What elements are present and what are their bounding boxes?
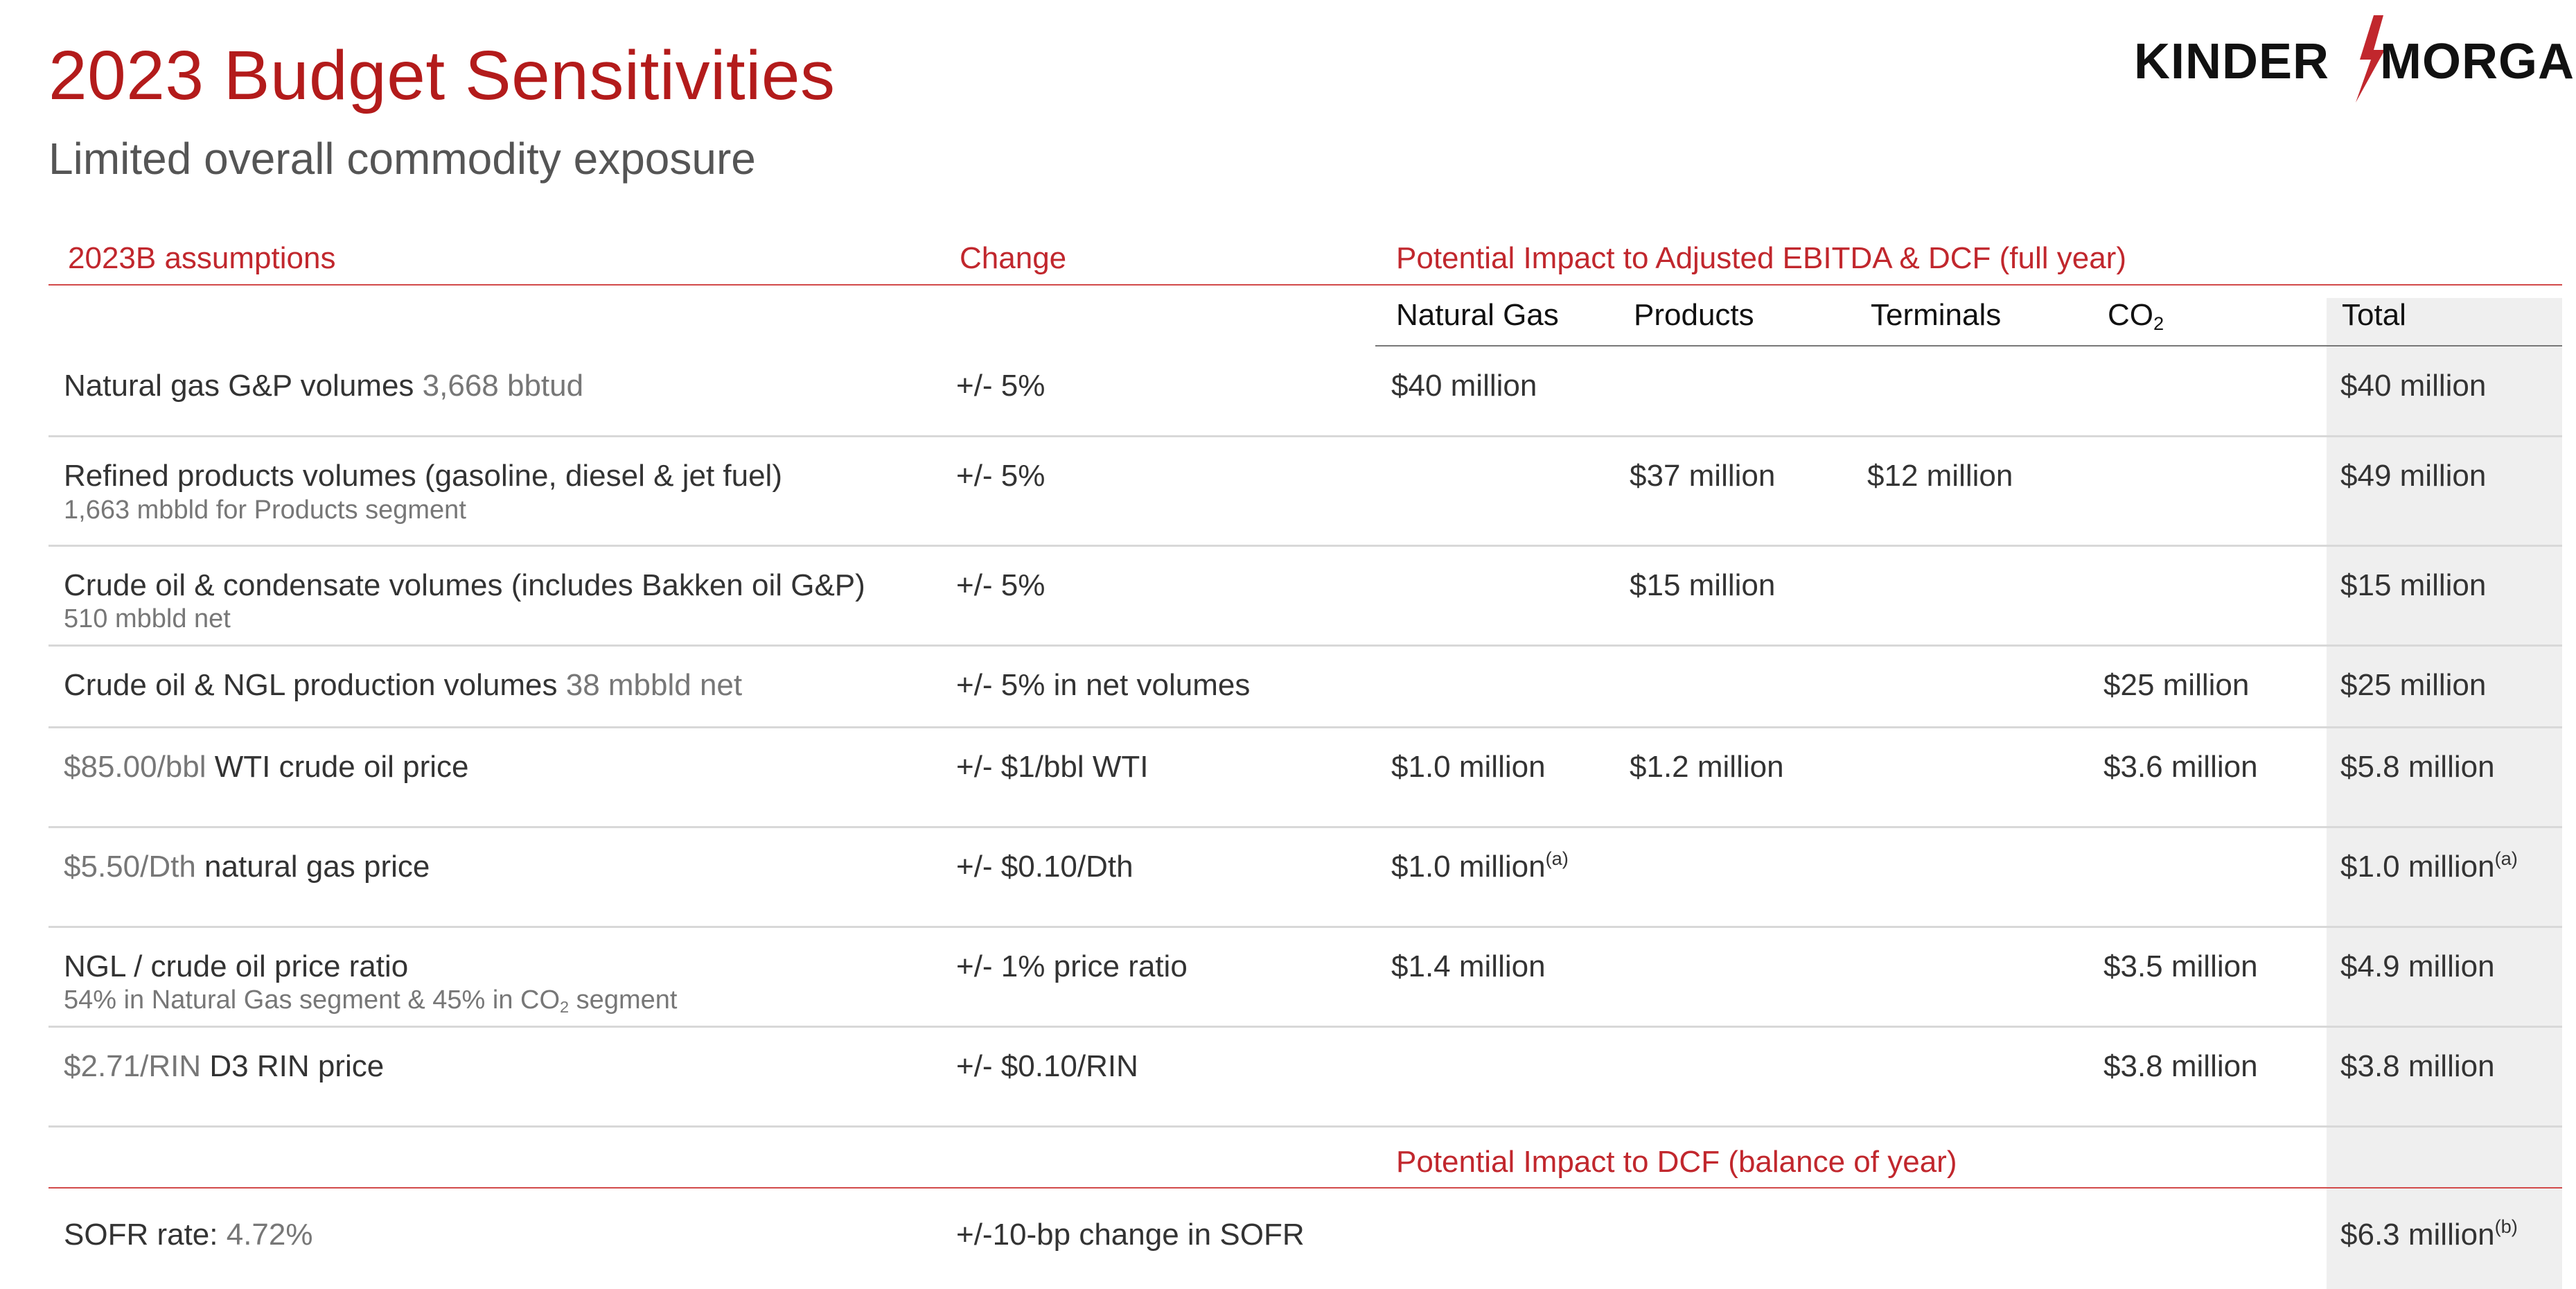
row-1-assumption: Natural gas G&P volumes 3,668 bbtud bbox=[64, 369, 584, 403]
row-3-change: +/- 5% bbox=[956, 568, 1046, 602]
row-4-total: $25 million bbox=[2340, 668, 2487, 702]
row-3-sublabel: 510 mbbld net bbox=[64, 604, 231, 633]
subheader-co2: CO2 bbox=[2108, 298, 2164, 334]
header-assumptions: 2023B assumptions bbox=[68, 241, 336, 275]
subheader-total: Total bbox=[2342, 298, 2406, 332]
row-2-change: +/- 5% bbox=[956, 459, 1046, 493]
subheader-natural-gas: Natural Gas bbox=[1396, 298, 1559, 332]
row-7-total: $4.9 million bbox=[2340, 949, 2495, 983]
subheader-products: Products bbox=[1634, 298, 1754, 332]
page-subtitle: Limited overall commodity exposure bbox=[48, 134, 756, 184]
total-column-background bbox=[2327, 298, 2562, 1289]
page-title: 2023 Budget Sensitivities bbox=[48, 37, 836, 114]
row-divider bbox=[48, 726, 2562, 728]
row-1-change: +/- 5% bbox=[956, 369, 1046, 403]
logo-text-right: MORGAN bbox=[2380, 34, 2576, 89]
row-4-assumption: Crude oil & NGL production volumes 38 mb… bbox=[64, 668, 743, 702]
row-5-change: +/- $1/bbl WTI bbox=[956, 750, 1149, 784]
row-divider bbox=[48, 826, 2562, 828]
dcf-header-rule bbox=[48, 1187, 2562, 1189]
row-3-total: $15 million bbox=[2340, 568, 2487, 602]
row-6-natural-gas: $1.0 million(a) bbox=[1391, 848, 1569, 884]
sofr-change: +/-10-bp change in SOFR bbox=[956, 1218, 1305, 1252]
row-8-change: +/- $0.10/RIN bbox=[956, 1049, 1138, 1083]
row-5-co2: $3.6 million bbox=[2103, 750, 2258, 784]
header-dcf-impact: Potential Impact to DCF (balance of year… bbox=[1396, 1145, 1957, 1179]
kinder-morgan-logo: KINDER MORGAN bbox=[2134, 14, 2576, 104]
row-6-assumption: $5.50/Dth natural gas price bbox=[64, 850, 430, 884]
row-divider bbox=[48, 1125, 2562, 1128]
row-7-natural-gas: $1.4 million bbox=[1391, 949, 1546, 983]
row-8-total: $3.8 million bbox=[2340, 1049, 2495, 1083]
row-7-change: +/- 1% price ratio bbox=[956, 949, 1188, 983]
row-3-assumption: Crude oil & condensate volumes (includes… bbox=[64, 568, 865, 602]
row-4-change: +/- 5% in net volumes bbox=[956, 668, 1251, 702]
row-7-assumption: NGL / crude oil price ratio bbox=[64, 949, 409, 983]
row-8-co2: $3.8 million bbox=[2103, 1049, 2258, 1083]
row-5-natural-gas: $1.0 million bbox=[1391, 750, 1546, 784]
row-6-change: +/- $0.10/Dth bbox=[956, 850, 1133, 884]
row-6-total: $1.0 million(a) bbox=[2340, 848, 2518, 884]
lightning-bolt-icon bbox=[2356, 15, 2385, 103]
row-2-products: $37 million bbox=[1630, 459, 1776, 493]
row-divider bbox=[48, 545, 2562, 547]
row-5-total: $5.8 million bbox=[2340, 750, 2495, 784]
subheader-rule bbox=[1375, 345, 2562, 347]
row-8-assumption: $2.71/RIN D3 RIN price bbox=[64, 1049, 385, 1083]
row-7-sublabel: 54% in Natural Gas segment & 45% in CO2 … bbox=[64, 985, 678, 1016]
row-7-co2: $3.5 million bbox=[2103, 949, 2258, 983]
row-2-terminals: $12 million bbox=[1867, 459, 2013, 493]
header-change: Change bbox=[960, 241, 1067, 275]
row-5-assumption: $85.00/bbl WTI crude oil price bbox=[64, 750, 469, 784]
row-2-total: $49 million bbox=[2340, 459, 2487, 493]
logo-text-left: KINDER bbox=[2134, 34, 2330, 89]
row-divider bbox=[48, 644, 2562, 647]
sofr-assumption: SOFR rate: 4.72% bbox=[64, 1218, 313, 1252]
header-rule bbox=[48, 284, 2562, 286]
row-1-natural-gas: $40 million bbox=[1391, 369, 1537, 403]
row-1-total: $40 million bbox=[2340, 369, 2487, 403]
subheader-terminals: Terminals bbox=[1871, 298, 2002, 332]
header-impact: Potential Impact to Adjusted EBITDA & DC… bbox=[1396, 241, 2126, 275]
row-2-assumption: Refined products volumes (gasoline, dies… bbox=[64, 459, 782, 493]
row-5-products: $1.2 million bbox=[1630, 750, 1784, 784]
row-2-sublabel: 1,663 mbbld for Products segment bbox=[64, 496, 466, 525]
row-divider bbox=[48, 435, 2562, 437]
row-4-co2: $25 million bbox=[2103, 668, 2250, 702]
row-divider bbox=[48, 1026, 2562, 1028]
row-3-products: $15 million bbox=[1630, 568, 1776, 602]
sofr-total: $6.3 million(b) bbox=[2340, 1216, 2518, 1252]
row-divider bbox=[48, 926, 2562, 928]
